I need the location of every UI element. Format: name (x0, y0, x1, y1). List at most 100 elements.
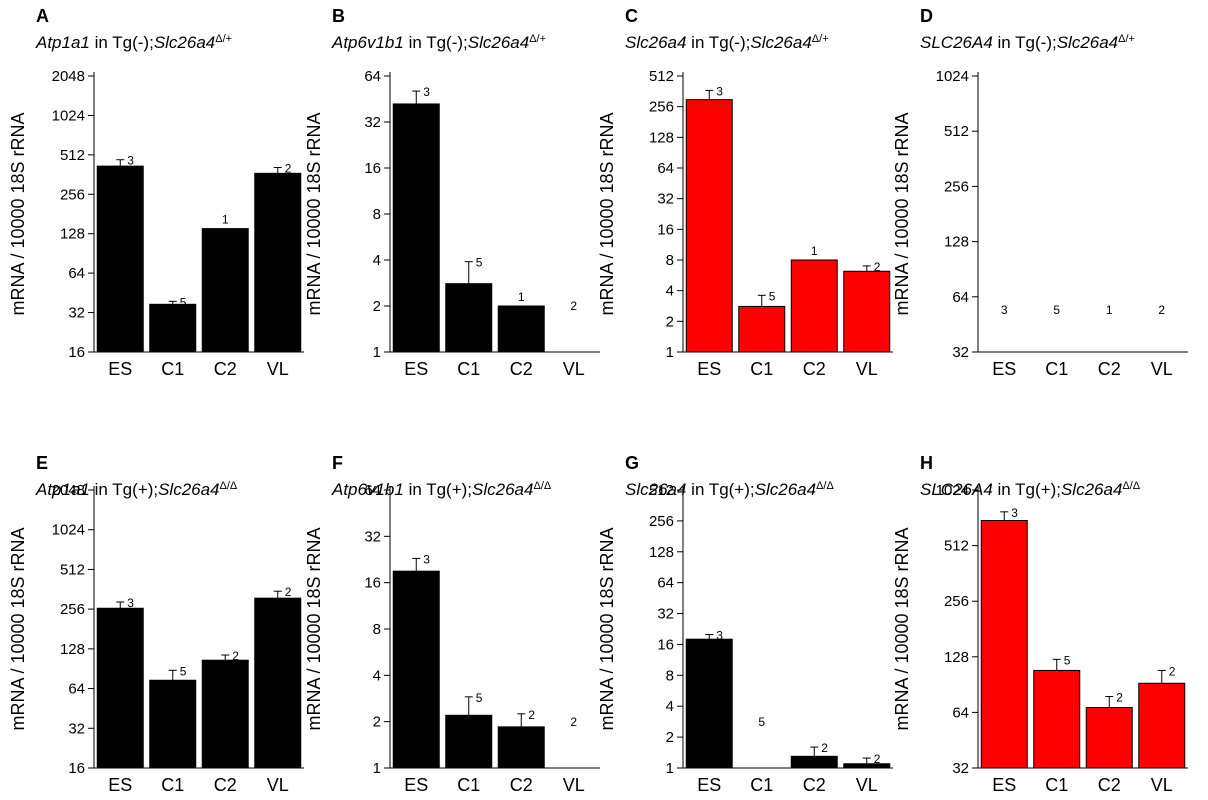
y-tick-label: 2048 (52, 482, 85, 499)
y-tick-label: 256 (944, 593, 969, 610)
y-tick-label: 2 (373, 298, 381, 315)
y-tick-label: 64 (364, 482, 381, 499)
y-tick-label: 256 (944, 178, 969, 195)
y-tick-label: 128 (60, 226, 85, 243)
sample-size-label: 5 (180, 664, 187, 678)
bar (843, 763, 891, 769)
sample-size-label: 3 (1011, 506, 1018, 520)
y-tick-label: 1024 (936, 482, 969, 499)
sample-size-label: 5 (769, 289, 776, 303)
y-tick-label: 64 (657, 160, 674, 177)
bar (980, 520, 1028, 769)
y-tick-label: 128 (944, 649, 969, 666)
y-tick-label: 8 (373, 621, 381, 638)
y-axis-label: mRNA / 10000 18S rRNA (304, 112, 324, 315)
x-tick-label: C2 (510, 775, 533, 795)
y-tick-label: 512 (944, 123, 969, 140)
title-superscript: Δ/Δ (533, 480, 551, 492)
y-axis-label: mRNA / 10000 18S rRNA (597, 112, 617, 315)
y-tick-label: 512 (60, 147, 85, 164)
x-tick-label: C1 (1045, 775, 1068, 795)
y-tick-label: 16 (657, 221, 674, 238)
title-allele: Slc26a4 (750, 33, 811, 52)
sample-size-label: 5 (1053, 303, 1060, 317)
title-superscript: Δ/+ (529, 33, 546, 45)
title-allele: Slc26a4 (1061, 480, 1122, 499)
sample-size-label: 3 (127, 596, 134, 610)
sample-size-label: 3 (423, 85, 430, 99)
bar (1033, 669, 1081, 769)
sample-size-label: 2 (1158, 303, 1165, 317)
x-tick-label: ES (108, 359, 132, 379)
y-axis-label: mRNA / 10000 18S rRNA (597, 527, 617, 730)
bar (96, 607, 144, 769)
panel-letter: G (625, 453, 639, 473)
panel-letter: E (36, 453, 48, 473)
x-tick-label: C2 (510, 359, 533, 379)
y-tick-label: 512 (649, 68, 674, 85)
sample-size-label: 3 (716, 629, 723, 643)
sample-size-label: 5 (180, 295, 187, 309)
x-tick-label: C2 (1098, 359, 1121, 379)
panel-H: H SLC26A4 in Tg(+);Slc26a4Δ/Δ mRNA / 10000… (892, 453, 1188, 795)
y-tick-label: 1024 (936, 68, 969, 85)
panel-A: A Atp1a1 in Tg(-);Slc26a4Δ/+ mRNA / 10000 … (8, 6, 304, 379)
bar (392, 103, 440, 353)
y-tick-label: 512 (60, 561, 85, 578)
title-gene: SLC26A4 (920, 480, 993, 499)
bar (149, 679, 197, 769)
y-tick-label: 256 (60, 601, 85, 618)
y-axis-label: mRNA / 10000 18S rRNA (8, 527, 28, 730)
sample-size-label: 2 (821, 741, 828, 755)
title-superscript: Δ/+ (215, 33, 232, 45)
title-gene: Atp1a1 (35, 480, 90, 499)
title-allele: Slc26a4 (755, 480, 816, 499)
y-tick-label: 32 (657, 191, 674, 208)
y-tick-label: 16 (657, 636, 674, 653)
y-tick-label: 2 (373, 714, 381, 731)
y-tick-label: 2 (666, 729, 674, 746)
panel-letter: B (332, 6, 345, 26)
title-superscript: Δ/Δ (816, 480, 834, 492)
panel-title: Atp1a1 in Tg(+);Slc26a4Δ/Δ (35, 480, 238, 499)
y-tick-label: 1 (373, 344, 381, 361)
y-tick-label: 1 (666, 760, 674, 777)
x-tick-label: ES (992, 359, 1016, 379)
panel-title: SLC26A4 in Tg(-);Slc26a4Δ/+ (920, 33, 1135, 52)
sample-size-label: 2 (285, 161, 292, 175)
y-axis-label: mRNA / 10000 18S rRNA (892, 112, 912, 315)
y-tick-label: 128 (649, 544, 674, 561)
x-tick-label: VL (267, 359, 289, 379)
title-allele: Slc26a4 (154, 33, 215, 52)
y-tick-label: 512 (649, 482, 674, 499)
x-tick-label: C2 (803, 359, 826, 379)
sample-size-label: 2 (1169, 664, 1176, 678)
y-tick-label: 16 (364, 575, 381, 592)
x-tick-label: VL (563, 359, 585, 379)
x-tick-label: C1 (457, 359, 480, 379)
x-tick-label: ES (108, 775, 132, 795)
panel-title: Slc26a4 in Tg(-);Slc26a4Δ/+ (625, 33, 829, 52)
bar (254, 597, 302, 769)
x-tick-label: VL (1151, 359, 1173, 379)
x-tick-label: C2 (1098, 775, 1121, 795)
y-tick-label: 128 (649, 129, 674, 146)
y-tick-label: 2048 (52, 68, 85, 85)
panel-title: Atp6v1b1 in Tg(+);Slc26a4Δ/Δ (331, 480, 552, 499)
x-tick-label: C1 (457, 775, 480, 795)
sample-size-label: 2 (232, 649, 239, 663)
sample-size-label: 5 (476, 256, 483, 270)
title-gene: SLC26A4 (920, 33, 993, 52)
panel-title: Atp6v1b1 in Tg(-);Slc26a4Δ/+ (331, 33, 546, 52)
y-axis-label: mRNA / 10000 18S rRNA (304, 527, 324, 730)
y-tick-label: 32 (952, 760, 969, 777)
sample-size-label: 3 (127, 154, 134, 168)
panel-D: D SLC26A4 in Tg(-);Slc26a4Δ/+ mRNA / 10000… (892, 6, 1188, 379)
x-tick-label: C1 (750, 775, 773, 795)
y-tick-label: 4 (666, 698, 674, 715)
panel-title: SLC26A4 in Tg(+);Slc26a4Δ/Δ (920, 480, 1141, 499)
y-tick-label: 4 (666, 283, 674, 300)
sample-size-label: 1 (518, 290, 525, 304)
bar (685, 99, 733, 353)
